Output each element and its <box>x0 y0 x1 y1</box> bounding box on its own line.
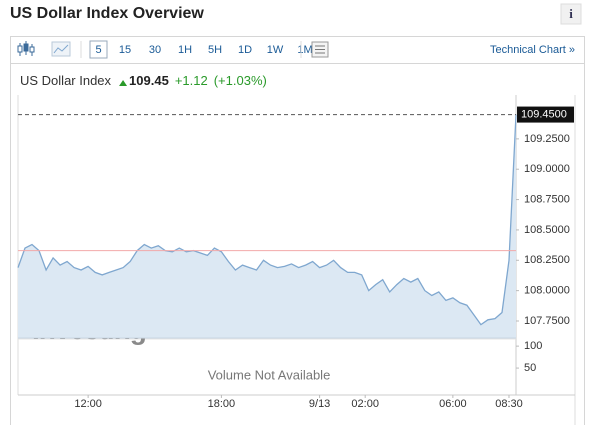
interval-button[interactable]: 5H <box>208 44 222 56</box>
interval-button[interactable]: 1D <box>238 44 252 56</box>
x-tick-label: 18:00 <box>208 398 236 410</box>
y-tick-label: 108.7500 <box>524 193 570 205</box>
info-button[interactable] <box>560 3 582 25</box>
volume-tick-label: 50 <box>524 362 536 374</box>
interval-button[interactable]: 30 <box>149 44 161 56</box>
y-tick-label: 108.5000 <box>524 224 570 236</box>
legend: US Dollar Index 109.45 +1.12 (+1.03%) <box>20 73 267 88</box>
y-tick-label: 109.2500 <box>524 133 570 145</box>
candle-icon[interactable] <box>17 41 35 56</box>
interval-group: 5 15 30 1H 5H 1D 1W 1M <box>89 40 313 59</box>
legend-price: 109.45 <box>129 73 169 88</box>
y-tick-label: 108.2500 <box>524 254 570 266</box>
interval-button[interactable]: 1H <box>178 44 192 56</box>
interval-active <box>89 40 108 59</box>
interval-button[interactable]: 15 <box>119 44 131 56</box>
chart: US Dollar Index109.45+1.12(+1.03%)Invest… <box>17 73 576 425</box>
volume-tick-label: 100 <box>524 340 542 352</box>
y-tick-label: 107.7500 <box>524 315 570 327</box>
interval-button[interactable]: 1M <box>297 44 312 56</box>
area <box>18 114 516 338</box>
x-tick-label: 02:00 <box>351 398 379 410</box>
x-tick-label: 08:30 <box>495 398 523 410</box>
widget-frame <box>10 36 585 425</box>
info-label: i <box>569 6 573 21</box>
technical-chart-link[interactable]: Technical Chart » <box>490 44 575 56</box>
table-icon[interactable] <box>311 41 329 58</box>
x-tick-label: 06:00 <box>439 398 467 410</box>
x-tick-label: 9/13 <box>309 398 330 410</box>
y-tick-label: 109.0000 <box>524 163 570 175</box>
current-price-label: 109.4500 <box>521 108 567 120</box>
widget-title: US Dollar Index Overview <box>10 5 204 22</box>
y-tick-label: 108.0000 <box>524 285 570 297</box>
volume-note: Volume Not Available <box>208 367 331 382</box>
legend-change-percent: (+1.03%) <box>214 73 267 88</box>
line <box>17 114 517 326</box>
legend-name: US Dollar Index <box>20 73 112 88</box>
interval-button[interactable]: 1W <box>267 44 284 56</box>
x-tick-label: 12:00 <box>74 398 102 410</box>
interval-button[interactable]: 5 <box>95 44 101 56</box>
up-arrow <box>119 80 128 86</box>
legend-change: +1.12 <box>175 73 208 88</box>
current-price-tag <box>517 106 574 123</box>
area-icon[interactable] <box>51 41 71 57</box>
